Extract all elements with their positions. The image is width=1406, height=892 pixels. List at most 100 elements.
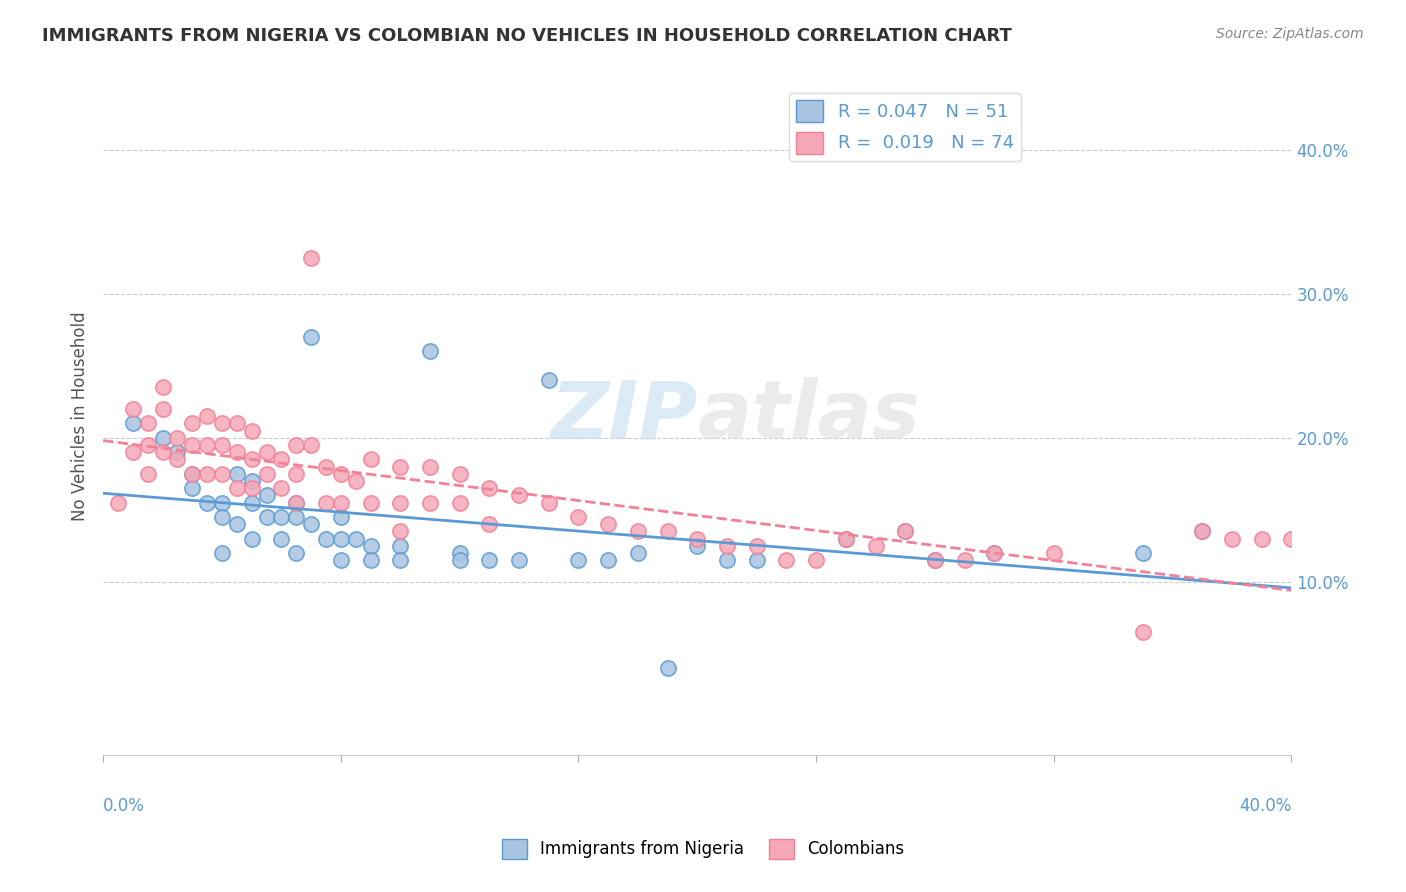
Point [285,438,308,452]
Text: ZIP: ZIP [550,377,697,455]
Point [389,459,412,474]
Point [894,524,917,539]
Point [211,496,233,510]
Text: IMMIGRANTS FROM NIGERIA VS COLOMBIAN NO VEHICLES IN HOUSEHOLD CORRELATION CHART: IMMIGRANTS FROM NIGERIA VS COLOMBIAN NO … [42,27,1012,45]
Point [329,510,352,524]
Point [299,330,322,344]
Point [835,532,858,546]
Point [270,481,292,495]
Point [344,532,367,546]
Point [657,524,679,539]
Point [894,524,917,539]
Point [360,539,382,553]
Point [478,517,501,532]
Point [211,467,233,481]
Point [389,539,412,553]
Text: Source: ZipAtlas.com: Source: ZipAtlas.com [1216,27,1364,41]
Point [329,553,352,567]
Point [195,438,218,452]
Point [598,553,620,567]
Point [256,488,278,502]
Point [225,517,247,532]
Point [240,496,263,510]
Point [329,532,352,546]
Point [1220,532,1243,546]
Point [953,553,976,567]
Point [240,424,263,438]
Point [211,546,233,560]
Point [924,553,946,567]
Point [315,496,337,510]
Point [256,445,278,459]
Point [716,539,738,553]
Point [716,553,738,567]
Point [686,539,709,553]
Point [136,417,159,431]
Point [107,496,129,510]
Text: atlas: atlas [697,377,920,455]
Legend: R = 0.047   N = 51, R =  0.019   N = 74: R = 0.047 N = 51, R = 0.019 N = 74 [789,94,1021,161]
Point [166,431,188,445]
Point [181,438,204,452]
Point [449,546,471,560]
Point [983,546,1005,560]
Point [152,431,174,445]
Point [478,553,501,567]
Point [1191,524,1213,539]
Point [315,532,337,546]
Point [1132,625,1154,640]
Point [419,344,441,359]
Point [299,251,322,265]
Point [181,481,204,495]
Point [567,510,589,524]
Point [360,553,382,567]
Point [537,373,560,387]
Point [449,467,471,481]
Point [299,517,322,532]
Point [181,467,204,481]
Point [195,496,218,510]
Legend: Immigrants from Nigeria, Colombians: Immigrants from Nigeria, Colombians [495,832,911,866]
Point [598,517,620,532]
Point [285,496,308,510]
Point [121,401,143,416]
Point [686,532,709,546]
Point [225,417,247,431]
Point [835,532,858,546]
Point [389,524,412,539]
Point [270,532,292,546]
Point [508,488,530,502]
Point [152,445,174,459]
Point [508,553,530,567]
Point [256,467,278,481]
Point [360,452,382,467]
Text: 0.0%: 0.0% [103,797,145,814]
Point [478,481,501,495]
Point [1191,524,1213,539]
Point [865,539,887,553]
Point [121,445,143,459]
Y-axis label: No Vehicles in Household: No Vehicles in Household [72,311,89,521]
Point [211,417,233,431]
Point [240,474,263,488]
Point [567,553,589,567]
Point [1281,532,1303,546]
Point [537,496,560,510]
Point [166,452,188,467]
Point [270,452,292,467]
Point [924,553,946,567]
Point [1132,546,1154,560]
Point [121,417,143,431]
Point [181,417,204,431]
Point [329,467,352,481]
Point [983,546,1005,560]
Point [627,546,650,560]
Point [256,510,278,524]
Point [745,539,768,553]
Point [136,438,159,452]
Point [299,438,322,452]
Point [1250,532,1272,546]
Point [211,510,233,524]
Point [419,459,441,474]
Point [419,496,441,510]
